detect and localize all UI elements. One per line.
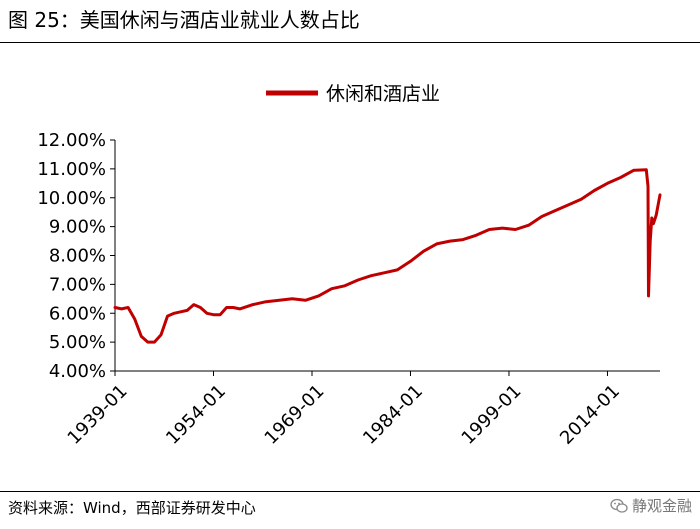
y-tick-label: 12.00%: [37, 130, 106, 151]
y-tick-label: 4.00%: [49, 361, 106, 382]
x-tick-label: 1969-01: [261, 381, 329, 449]
source-rule: [0, 491, 700, 492]
plot-area: [113, 168, 662, 344]
chart: 4.00% 5.00% 6.00% 7.00% 8.00% 9.00% 10.00% 11.0…: [37, 83, 662, 449]
wechat-icon: [610, 498, 628, 513]
figure-title: 图 25：美国休闲与酒店业就业人数占比: [8, 8, 360, 32]
title-rule: [0, 42, 700, 43]
legend: 休闲和酒店业: [266, 83, 440, 105]
x-tick-label: 1999-01: [458, 381, 526, 449]
y-tick-label: 10.00%: [37, 188, 106, 209]
x-tick-label: 1984-01: [359, 381, 427, 449]
x-tick-label: 1954-01: [162, 381, 230, 449]
y-axis: 4.00% 5.00% 6.00% 7.00% 8.00% 9.00% 10.00% 11.0…: [37, 130, 116, 382]
series-line: [113, 168, 662, 344]
y-tick-label: 9.00%: [49, 217, 106, 238]
y-tick-label: 11.00%: [37, 159, 106, 180]
y-tick-label: 8.00%: [49, 246, 106, 267]
y-tick-label: 6.00%: [49, 303, 106, 324]
source-note: 资料来源：Wind，西部证券研发中心: [8, 499, 256, 517]
watermark-text: 静观金融: [631, 497, 692, 515]
watermark: 静观金融: [610, 495, 692, 516]
y-tick-label: 7.00%: [49, 274, 106, 295]
y-tick-label: 5.00%: [49, 332, 106, 353]
x-tick-label: 1939-01: [64, 381, 132, 449]
x-tick-label: 2014-01: [556, 381, 624, 449]
x-axis: 1939-01 1954-01 1969-01 1984-01 1999-01 2014-…: [64, 370, 660, 449]
legend-label: 休闲和酒店业: [326, 83, 440, 105]
